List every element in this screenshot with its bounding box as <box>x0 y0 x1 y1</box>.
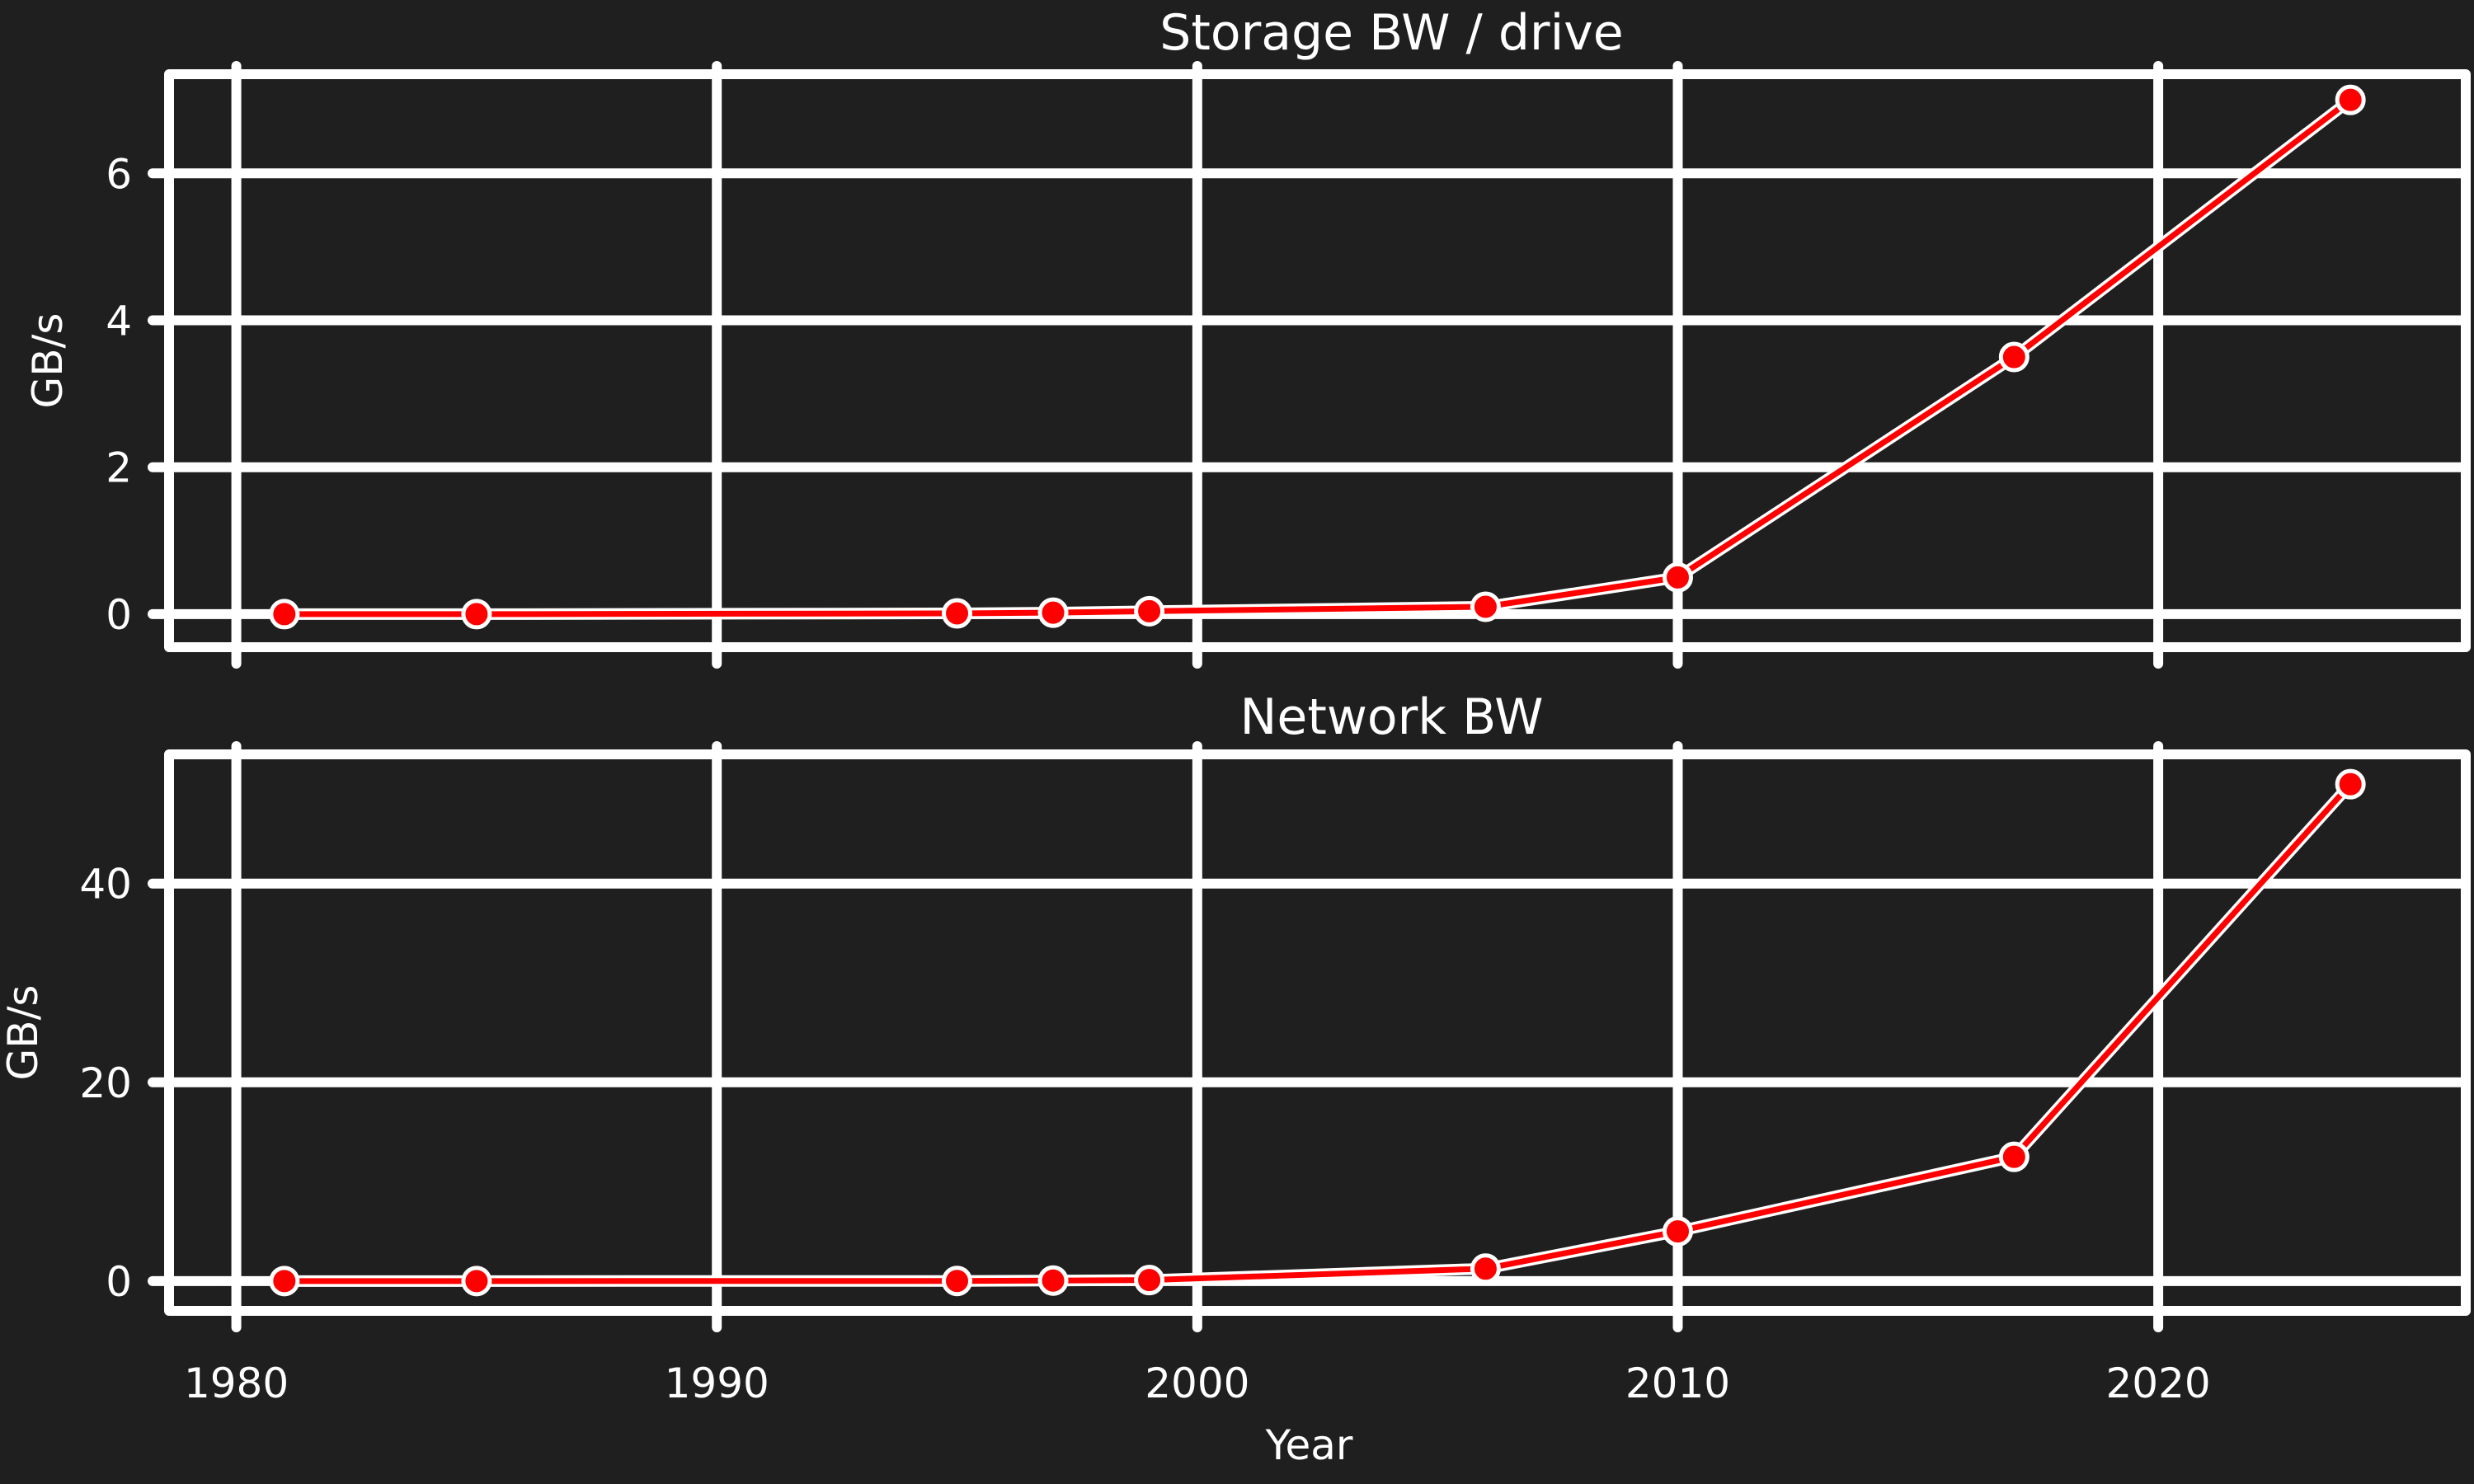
data-point <box>1134 595 1165 627</box>
x-tick-label: 1990 <box>665 1360 769 1407</box>
data-point <box>461 1266 492 1297</box>
data-point <box>1662 561 1693 593</box>
data-point <box>942 1266 973 1297</box>
x-tick-label: 2020 <box>2105 1360 2210 1407</box>
data-point <box>1470 1253 1501 1284</box>
y-tick-label: 6 <box>106 150 132 198</box>
network-bw-panel: 0 20 40 1980 1990 2000 2010 2020 Network BW GB/… <box>0 688 2471 1469</box>
chart-title: Network BW <box>1240 688 1544 746</box>
x-tick-label: 2010 <box>1625 1360 1730 1407</box>
storage-bw-panel: 0 2 4 6 Storage BW / drive GB/s <box>24 4 2471 669</box>
data-point <box>1134 1265 1165 1296</box>
data-point <box>1037 1265 1069 1296</box>
y-tick-label: 40 <box>79 861 132 909</box>
x-tick-label: 1980 <box>184 1360 289 1407</box>
y-axis-label: GB/s <box>0 985 47 1081</box>
x-axis-label: Year <box>1265 1421 1353 1469</box>
y-tick-label: 4 <box>106 297 132 345</box>
data-point <box>1998 1141 2030 1172</box>
data-point <box>1998 341 2030 373</box>
plot-frame <box>164 749 2471 1316</box>
y-axis-label: GB/s <box>24 313 72 409</box>
tick-labels: 0 2 4 6 <box>106 150 132 639</box>
plot-frame <box>164 69 2471 652</box>
y-tick-label: 0 <box>106 591 132 639</box>
chart-title: Storage BW / drive <box>1159 4 1623 62</box>
y-tick-label: 20 <box>79 1059 132 1107</box>
x-tick-label: 2000 <box>1145 1360 1249 1407</box>
series-network-bw <box>269 768 2366 1297</box>
data-point <box>269 599 300 630</box>
data-point <box>1470 591 1501 622</box>
tick-labels: 0 20 40 1980 1990 2000 2010 2020 <box>79 861 2210 1407</box>
data-point <box>461 599 492 630</box>
data-point <box>2335 768 2366 800</box>
data-point <box>942 598 973 629</box>
y-tick-label: 2 <box>106 444 132 492</box>
data-point <box>269 1266 300 1297</box>
series-storage-bw <box>269 84 2366 630</box>
data-point <box>1662 1216 1693 1247</box>
data-point <box>2335 84 2366 115</box>
data-point <box>1037 597 1069 628</box>
y-tick-label: 0 <box>106 1258 132 1306</box>
